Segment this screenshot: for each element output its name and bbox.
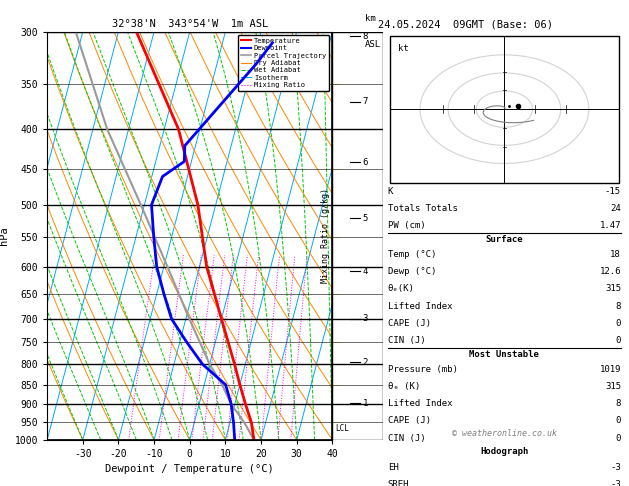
Text: Temp (°C): Temp (°C) (388, 250, 436, 259)
Text: 0: 0 (616, 417, 621, 425)
X-axis label: Dewpoint / Temperature (°C): Dewpoint / Temperature (°C) (106, 465, 274, 474)
Text: 7: 7 (363, 97, 368, 106)
Text: CIN (J): CIN (J) (388, 434, 425, 443)
Text: 8: 8 (616, 302, 621, 311)
Text: © weatheronline.co.uk: © weatheronline.co.uk (452, 429, 557, 438)
Text: 24.05.2024  09GMT (Base: 06): 24.05.2024 09GMT (Base: 06) (378, 19, 553, 30)
Text: CIN (J): CIN (J) (388, 336, 425, 345)
Text: LCL: LCL (335, 424, 348, 433)
Text: 1: 1 (363, 399, 368, 408)
Text: 0: 0 (616, 434, 621, 443)
Legend: Temperature, Dewpoint, Parcel Trajectory, Dry Adiabat, Wet Adiabat, Isotherm, Mi: Temperature, Dewpoint, Parcel Trajectory… (238, 35, 329, 91)
Text: 18: 18 (610, 250, 621, 259)
Text: ASL: ASL (365, 40, 381, 49)
Bar (390, 35, 618, 183)
Text: Surface: Surface (486, 235, 523, 243)
Text: 1.47: 1.47 (599, 221, 621, 230)
Y-axis label: hPa: hPa (0, 226, 9, 245)
Text: Hodograph: Hodograph (480, 447, 528, 456)
Text: EH: EH (388, 463, 399, 472)
Text: CAPE (J): CAPE (J) (388, 319, 431, 328)
Text: 0: 0 (616, 319, 621, 328)
Text: θₑ(K): θₑ(K) (388, 284, 415, 294)
Text: km: km (365, 15, 376, 23)
Text: -15: -15 (605, 187, 621, 196)
Text: Lifted Index: Lifted Index (388, 399, 452, 408)
Text: θₑ (K): θₑ (K) (388, 382, 420, 391)
Text: SREH: SREH (388, 480, 409, 486)
Text: 5: 5 (363, 214, 368, 223)
Text: 2: 2 (363, 358, 368, 366)
Title: 32°38'N  343°54'W  1m ASL: 32°38'N 343°54'W 1m ASL (112, 19, 268, 30)
Text: 8: 8 (616, 399, 621, 408)
Text: PW (cm): PW (cm) (388, 221, 425, 230)
Text: 0: 0 (616, 336, 621, 345)
Text: Pressure (mb): Pressure (mb) (388, 365, 458, 374)
Text: 12.6: 12.6 (599, 267, 621, 277)
Text: Lifted Index: Lifted Index (388, 302, 452, 311)
Text: kt: kt (398, 44, 408, 53)
Text: -3: -3 (610, 480, 621, 486)
Text: Dewp (°C): Dewp (°C) (388, 267, 436, 277)
Text: CAPE (J): CAPE (J) (388, 417, 431, 425)
Text: Most Unstable: Most Unstable (469, 349, 539, 359)
Text: 24: 24 (610, 204, 621, 213)
Text: 4: 4 (363, 267, 368, 276)
Text: 8: 8 (363, 32, 368, 41)
Text: 315: 315 (605, 284, 621, 294)
Text: K: K (388, 187, 393, 196)
Text: 1019: 1019 (599, 365, 621, 374)
Text: Mixing Ratio (g/kg): Mixing Ratio (g/kg) (321, 188, 330, 283)
Text: 3: 3 (363, 314, 368, 323)
Text: 315: 315 (605, 382, 621, 391)
Text: Totals Totals: Totals Totals (388, 204, 458, 213)
Text: -3: -3 (610, 463, 621, 472)
Text: 6: 6 (363, 158, 368, 167)
